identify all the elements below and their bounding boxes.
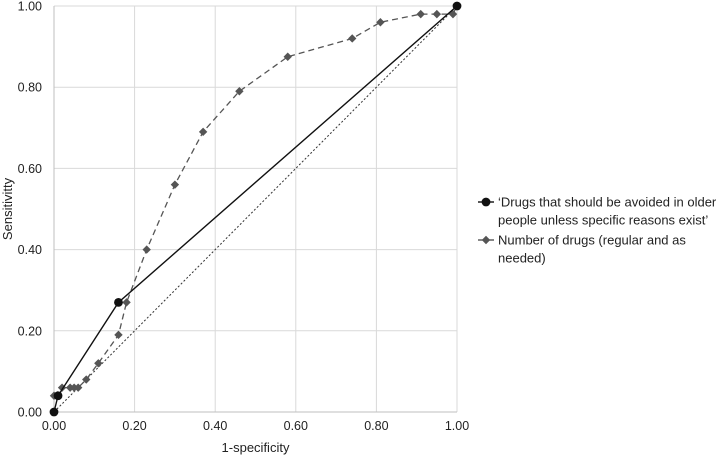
x-axis-title: 1-specificity [222, 440, 290, 455]
number-of-drugs-point [73, 383, 83, 392]
number-of-drugs-point [122, 298, 131, 307]
number-of-drugs-point [142, 245, 151, 254]
number-of-drugs-point [416, 9, 425, 19]
y-tick-label: 0.20 [18, 324, 42, 338]
x-tick-label: 0.80 [364, 419, 388, 433]
legend-label: ‘Drugs that should be avoided in older [498, 195, 717, 210]
number-of-drugs-point [283, 52, 292, 61]
y-tick-label: 0.80 [18, 81, 42, 95]
legend-label: Number of drugs (regular and as [498, 233, 686, 248]
number-of-drugs-point [94, 359, 103, 368]
x-tick-label: 0.00 [42, 419, 66, 433]
number-of-drugs-point [235, 87, 244, 96]
number-of-drugs-point [82, 375, 91, 384]
legend-diamond-marker [481, 235, 491, 245]
drugs-avoid-point [452, 1, 462, 11]
x-tick-label: 0.40 [203, 419, 227, 433]
reference-diagonal-line [53, 5, 458, 413]
drugs-avoid-line [53, 5, 458, 413]
legend: ‘Drugs that should be avoided in older pe… [478, 195, 717, 266]
axes [53, 6, 457, 413]
y-axis-title: Sensitivitty [0, 177, 15, 240]
y-tick-label: 0.40 [18, 243, 42, 257]
number-of-drugs-point [114, 330, 123, 340]
x-tick-label: 0.20 [122, 419, 146, 433]
number-of-drugs-point [432, 9, 442, 19]
number-of-drugs-point [57, 383, 67, 392]
grid [53, 5, 458, 413]
number-of-drugs-line [53, 5, 458, 397]
tick-labels: 0.00 0.20 0.40 0.60 0.80 1.00 0.00 0.20 0.40 0.60… [18, 0, 470, 433]
x-tick-label: 1.00 [445, 419, 469, 433]
number-of-drugs-point [376, 18, 385, 27]
y-tick-label: 0.60 [18, 162, 42, 176]
y-tick-label: 1.00 [18, 0, 42, 14]
drugs-avoid-point [114, 297, 123, 307]
number-of-drugs-point [198, 127, 208, 137]
legend-label: people unless specific reasons exist’ [498, 213, 708, 228]
drugs-avoid-point [49, 407, 59, 417]
x-tick-label: 0.60 [284, 419, 308, 433]
legend-label: needed) [498, 251, 546, 266]
number-of-drugs-point [348, 34, 357, 43]
drugs-avoid-point [53, 391, 63, 401]
plot-area [49, 1, 462, 417]
number-of-drugs-point [170, 180, 180, 189]
legend-circle-marker [481, 197, 491, 207]
y-tick-label: 0.00 [18, 406, 42, 420]
